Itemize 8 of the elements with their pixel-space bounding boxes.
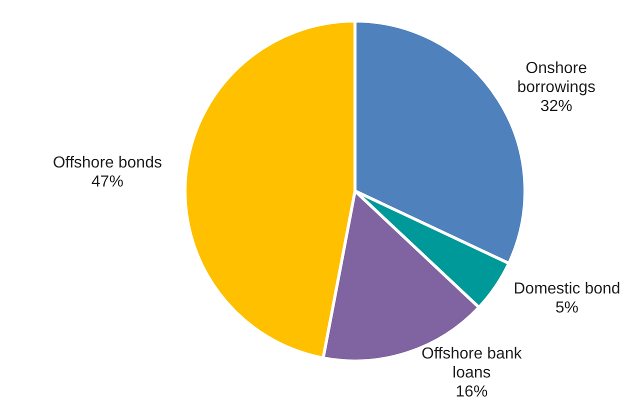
data-label: 5% — [555, 300, 579, 317]
data-label: 16% — [456, 384, 488, 401]
data-label: 32% — [540, 98, 572, 116]
data-label: 47% — [91, 174, 124, 191]
slice-label: Offshore bank loans — [422, 346, 523, 382]
slice-label: Domestic bond — [514, 280, 620, 298]
slice-label: Offshore bonds — [52, 154, 162, 172]
slice-label: Onshore borrowings — [517, 60, 596, 96]
